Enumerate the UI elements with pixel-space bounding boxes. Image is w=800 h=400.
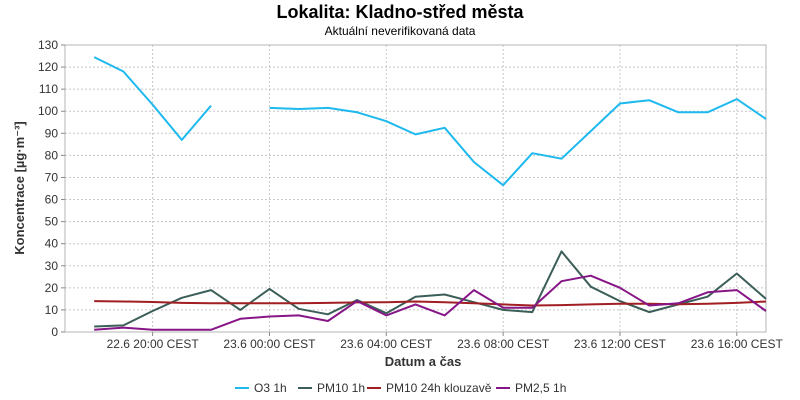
- y-tick-label: 10: [45, 303, 59, 317]
- y-tick-label: 110: [39, 82, 58, 96]
- y-tick-label: 30: [45, 259, 59, 273]
- y-tick-label: 20: [45, 281, 59, 295]
- series-line-0: [93, 56, 212, 141]
- legend[interactable]: O3 1h PM10 1h PM10 24h klouzavě PM2,5 1h: [235, 381, 566, 395]
- y-tick-label: 130: [38, 38, 58, 52]
- x-tick-label: 23.6 12:00 CEST: [574, 337, 667, 351]
- y-axis-label: Koncentrace [µg·m⁻³]: [12, 121, 27, 255]
- legend-item[interactable]: PM10 24h klouzavě: [367, 381, 492, 395]
- y-tick-label: 50: [45, 215, 59, 229]
- y-tick-label: 40: [45, 237, 59, 251]
- y-tick-label: 100: [38, 104, 58, 118]
- legend-label: PM10 24h klouzavě: [386, 381, 492, 395]
- series-line-1: [94, 250, 767, 328]
- chart-title: Lokalita: Kladno-střed města: [276, 2, 524, 22]
- grid-lines: [65, 44, 766, 333]
- x-tick-label: 22.6 20:00 CEST: [107, 337, 200, 351]
- x-tick-label: 23.6 04:00 CEST: [340, 337, 433, 351]
- legend-item[interactable]: PM2,5 1h: [496, 381, 566, 395]
- legend-label: PM10 1h: [317, 381, 365, 395]
- y-tick-label: 90: [45, 126, 59, 140]
- y-axis-ticks: 0 10 20 30 40 50 60 70 80 90 100 110 120 130: [38, 38, 65, 339]
- x-tick-label: 23.6 08:00 CEST: [457, 337, 550, 351]
- y-tick-label: 80: [45, 148, 59, 162]
- series-line-0: [269, 98, 767, 187]
- x-axis-ticks: 22.6 20:00 CEST 23.6 00:00 CEST 23.6 04:00…: [107, 332, 784, 351]
- series-line-3: [94, 274, 767, 331]
- series-lines: [93, 56, 767, 331]
- x-tick-label: 23.6 16:00 CEST: [691, 337, 784, 351]
- series-line-2: [94, 300, 767, 307]
- x-tick-label: 23.6 00:00 CEST: [223, 337, 316, 351]
- chart-subtitle: Aktuální neverifikovaná data: [325, 24, 476, 38]
- legend-label: PM2,5 1h: [515, 381, 566, 395]
- legend-item[interactable]: PM10 1h: [298, 381, 365, 395]
- y-tick-label: 120: [38, 60, 58, 74]
- y-tick-label: 60: [45, 193, 59, 207]
- x-axis-label: Datum a čas: [385, 354, 462, 369]
- y-tick-label: 0: [51, 325, 58, 339]
- legend-label: O3 1h: [254, 381, 287, 395]
- legend-item[interactable]: O3 1h: [235, 381, 287, 395]
- y-tick-label: 70: [45, 170, 59, 184]
- plot-area: [64, 44, 767, 333]
